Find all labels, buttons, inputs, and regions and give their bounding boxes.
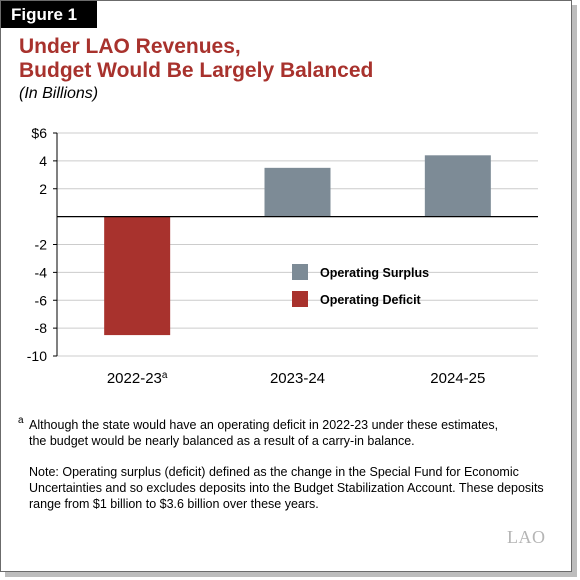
legend-label: Operating Surplus bbox=[320, 266, 429, 280]
x-tick-superscript: a bbox=[162, 370, 168, 381]
y-tick-label: 4 bbox=[39, 153, 47, 169]
chart-title-line-2: Budget Would Be Largely Balanced bbox=[19, 59, 374, 82]
figure-label: Figure 1 bbox=[1, 1, 97, 28]
footnote: a Although the state would have an opera… bbox=[18, 415, 549, 449]
y-tick-label: -10 bbox=[27, 348, 47, 364]
bar-chart: $6 4 2 -2 -4 -6 -8 -10 2022-23a 2023-24 2024-25 Ope… bbox=[27, 125, 538, 388]
x-tick-label: 2024-25 bbox=[430, 370, 485, 387]
legend-swatch bbox=[292, 291, 308, 307]
legend-swatch bbox=[292, 264, 308, 280]
note-line-2: Uncertainties and so excludes deposits i… bbox=[29, 481, 544, 495]
chart-title-line-1: Under LAO Revenues, bbox=[19, 35, 241, 58]
y-tick-label: 2 bbox=[39, 181, 47, 197]
footnote-line-1: Although the state would have an operati… bbox=[29, 418, 499, 432]
bar bbox=[104, 216, 171, 336]
chart-subtitle: (In Billions) bbox=[19, 85, 99, 102]
x-tick-label: 2023-24 bbox=[270, 370, 325, 387]
y-tick-label: -2 bbox=[35, 237, 48, 253]
bar bbox=[424, 155, 491, 217]
figure-frame: Figure 1 Under LAO Revenues, Budget Woul… bbox=[0, 0, 572, 572]
y-tick-label: -6 bbox=[35, 292, 48, 308]
x-tick-label: 2022-23a bbox=[107, 370, 168, 388]
y-tick-label: -4 bbox=[35, 264, 48, 280]
footnote-marker: a bbox=[18, 415, 24, 426]
bar bbox=[264, 167, 331, 217]
chart-title: Under LAO Revenues, Budget Would Be Larg… bbox=[19, 35, 559, 83]
note-line-1: Note: Operating surplus (deficit) define… bbox=[29, 465, 519, 479]
footnote-line-2: the budget would be nearly balanced as a… bbox=[29, 434, 415, 448]
y-tick-label: -8 bbox=[35, 320, 48, 336]
note-line-3: range from $1 billion to $3.6 billion ov… bbox=[29, 497, 319, 511]
legend-label: Operating Deficit bbox=[320, 293, 422, 307]
y-tick-label: $6 bbox=[31, 125, 47, 141]
lao-logo: LAO bbox=[507, 527, 546, 547]
note: Note: Operating surplus (deficit) define… bbox=[29, 464, 554, 512]
